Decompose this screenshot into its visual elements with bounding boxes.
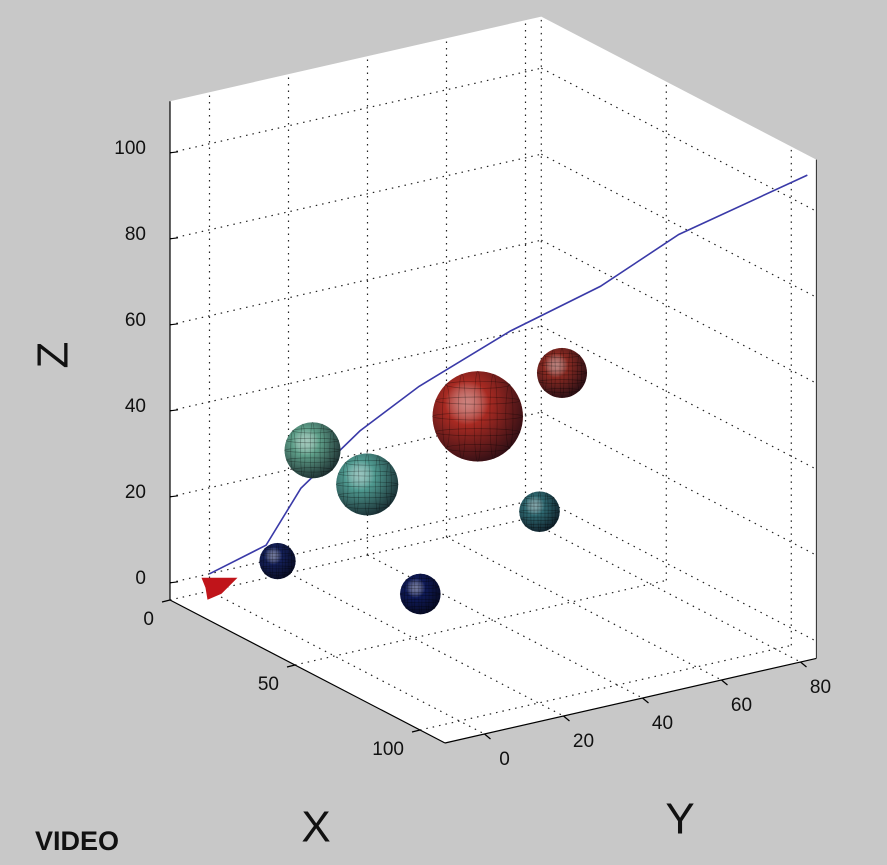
z-tick-label: 20 (125, 482, 146, 503)
chart: Z X Y VIDEO 0 50 100 0 20 40 60 80 0 20 40 60 80 100 (0, 0, 887, 865)
x-tick-label: 0 (143, 609, 154, 630)
y-tick-label: 40 (652, 713, 673, 734)
y-tick-label: 60 (731, 695, 752, 716)
x-axis-label: X (301, 803, 330, 852)
sphere-shade (537, 348, 587, 398)
z-tick-label: 80 (125, 224, 146, 245)
page: {"chart_data": {"type": "scatter3d", "xl… (0, 0, 887, 865)
y-tick-label: 0 (499, 749, 510, 770)
x-tick-label: 100 (372, 739, 404, 760)
caption: VIDEO (35, 826, 119, 856)
x-tick-label: 50 (258, 674, 279, 695)
y-axis-label: Y (665, 795, 694, 844)
y-tick-label: 20 (573, 731, 594, 752)
z-tick-label: 40 (125, 396, 146, 417)
tick-mark (412, 730, 420, 732)
tick-mark (287, 665, 295, 667)
z-tick-label: 60 (125, 310, 146, 331)
z-axis-label: Z (29, 342, 78, 369)
y-tick-label: 80 (810, 677, 831, 698)
tick-mark (643, 698, 649, 703)
sphere-shade (336, 453, 398, 515)
sphere-shade (285, 422, 341, 478)
sphere-shade (433, 371, 523, 461)
tick-mark (564, 716, 570, 721)
tick-mark (485, 734, 491, 739)
tick-mark (722, 680, 728, 685)
z-tick-label: 100 (114, 138, 146, 159)
tick-mark (162, 600, 170, 602)
tick-mark (801, 662, 807, 667)
z-tick-label: 0 (135, 568, 146, 589)
